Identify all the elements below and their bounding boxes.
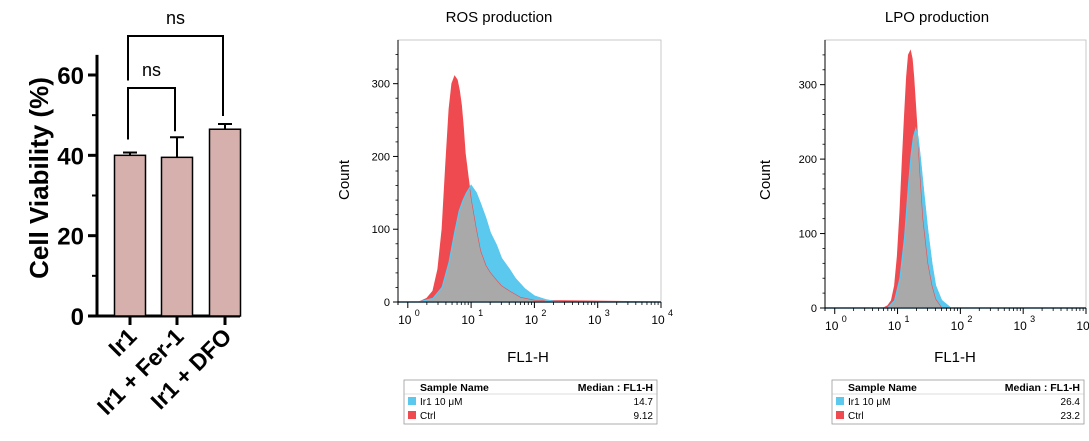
ros-x-tick-label: 10 <box>525 313 539 327</box>
lpo-legend-median: 23.2 <box>1061 411 1081 422</box>
significance-label: ns <box>142 60 161 80</box>
ros-x-tick-exponent: 4 <box>668 308 673 318</box>
ros-x-tick-exponent: 0 <box>415 308 420 318</box>
ros-y-tick-label: 0 <box>384 297 390 309</box>
lpo-legend-header-name: Sample Name <box>848 382 917 394</box>
ros-xlabel: FL1-H <box>507 349 549 366</box>
ros-plot-area <box>397 39 662 303</box>
lpo-x-tick-label: 10 <box>888 319 902 333</box>
ros-y-tick-label: 200 <box>372 151 390 163</box>
ros-legend-sample-name: Ctrl <box>420 411 436 422</box>
ros-x-tick-exponent: 2 <box>541 308 546 318</box>
lpo-y-tick-label: 0 <box>811 303 817 315</box>
lpo-legend-median: 26.4 <box>1061 397 1081 408</box>
ros-y-tick-label: 100 <box>372 224 390 236</box>
lpo-ylabel: Count <box>757 159 774 200</box>
ros-series-ir1-outline <box>398 184 661 303</box>
lpo-y-tick-label: 200 <box>799 154 817 166</box>
lpo-legend-swatch <box>836 397 844 405</box>
ros-x-tick-exponent: 3 <box>605 308 610 318</box>
ros-legend-box <box>403 379 658 425</box>
lpo-x-tick-exponent: 1 <box>905 314 910 324</box>
ros-x-tick-label: 10 <box>651 313 665 327</box>
ros-legend-swatch <box>408 397 416 405</box>
ros-title: ROS production <box>446 9 553 26</box>
y-tick-label: 20 <box>57 224 84 251</box>
ros-x-tick-label: 10 <box>398 313 412 327</box>
lpo-legend-header-median: Median : FL1-H <box>1005 382 1080 394</box>
bar <box>208 128 242 317</box>
ros-x-tick-label: 10 <box>588 313 602 327</box>
significance-bracket <box>127 87 176 140</box>
lpo-y-tick-label: 100 <box>799 229 817 241</box>
lpo-legend-swatch <box>836 411 844 419</box>
bar <box>160 156 194 317</box>
y-axis-label: Cell Viability (%) <box>24 77 54 279</box>
bar <box>113 154 147 317</box>
significance-label: ns <box>166 8 185 28</box>
lpo-x-tick-label: 10 <box>825 319 839 333</box>
lpo-x-tick-exponent: 2 <box>967 314 972 324</box>
significance-bracket <box>127 35 224 117</box>
lpo-legend-sample-name: Ir1 10 μM <box>848 397 890 408</box>
lpo-x-tick-exponent: 0 <box>842 314 847 324</box>
ros-x-tick-exponent: 1 <box>478 308 483 318</box>
ros-legend-swatch <box>408 411 416 419</box>
ros-y-tick-label: 300 <box>372 79 390 91</box>
lpo-legend-sample-name: Ctrl <box>848 411 864 422</box>
x-tick-label: Ir1 <box>103 323 141 361</box>
lpo-x-tick-label: 10 <box>951 319 965 333</box>
lpo-x-tick-label: 10 <box>1076 319 1089 333</box>
ros-x-tick-label: 10 <box>461 313 475 327</box>
ros-legend-median: 14.7 <box>634 397 654 408</box>
lpo-x-tick-exponent: 3 <box>1030 314 1035 324</box>
lpo-plot-area <box>824 39 1087 309</box>
lpo-series-ctrl <box>825 49 1086 309</box>
y-tick-label: 40 <box>57 143 84 170</box>
lpo-y-tick-label: 300 <box>799 80 817 92</box>
lpo-title: LPO production <box>885 9 989 26</box>
ros-series-overlap <box>398 185 661 302</box>
ros-legend-header-median: Median : FL1-H <box>578 382 653 394</box>
ros-legend-sample-name: Ir1 10 μM <box>420 397 462 408</box>
lpo-series-ir1-outline <box>825 126 1086 309</box>
y-tick-label: 0 <box>71 304 84 331</box>
lpo-legend-box <box>831 379 1085 425</box>
ros-legend-header-name: Sample Name <box>420 382 489 394</box>
lpo-xlabel: FL1-H <box>934 349 976 366</box>
ros-ylabel: Count <box>336 159 353 200</box>
lpo-x-tick-label: 10 <box>1014 319 1028 333</box>
y-tick-label: 60 <box>57 63 84 90</box>
ros-legend-median: 9.12 <box>634 411 654 422</box>
